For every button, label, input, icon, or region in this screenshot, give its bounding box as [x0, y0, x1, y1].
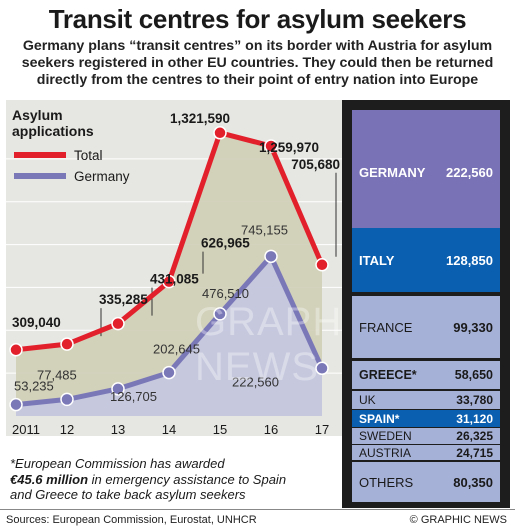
country-bar-germany: GERMANY 222,560 — [352, 110, 500, 234]
chart-title-line1: Asylum — [12, 107, 63, 123]
germany-label-12: 77,485 — [37, 367, 77, 382]
total-points — [9, 126, 329, 357]
x-tick-12: 12 — [60, 422, 74, 436]
country-bar-france: FRANCE 99,330 — [352, 296, 500, 358]
total-point-14 — [162, 274, 176, 289]
germany-point-13 — [111, 382, 125, 396]
total-point-17 — [315, 258, 329, 272]
country-value: 222,560 — [446, 164, 493, 180]
country-value: 128,850 — [446, 252, 493, 268]
note-line-2: €45.6 million in emergency assistance to… — [10, 472, 340, 488]
total-label-16: 1,259,970 — [259, 140, 319, 155]
total-point-15 — [213, 126, 227, 140]
x-axis-ticks: 2011 12 13 14 15 16 17 — [12, 422, 329, 436]
country-name: ITALY — [359, 252, 395, 268]
footer-divider — [0, 509, 515, 510]
legend-total-label: Total — [74, 148, 103, 163]
x-tick-13: 13 — [111, 422, 125, 436]
page-subtitle: Germany plans “transit centres” on its b… — [21, 38, 494, 88]
total-label-12: 335,285 — [99, 292, 148, 307]
country-name: UK — [359, 393, 376, 407]
total-label-15: 1,321,590 — [170, 111, 230, 126]
note-line-2-rest: in emergency assistance to Spain — [88, 471, 287, 487]
country-value: 58,650 — [454, 368, 493, 382]
x-tick-15: 15 — [213, 422, 227, 436]
country-value: 31,120 — [456, 411, 493, 426]
country-bar-uk: UK 33,780 — [352, 391, 500, 409]
credit: © GRAPHIC NEWS — [409, 514, 507, 526]
germany-area — [16, 256, 322, 416]
country-value: 33,780 — [456, 393, 493, 407]
country-bar-italy: ITALY 128,850 — [352, 228, 500, 292]
country-name: AUSTRIA — [359, 445, 412, 460]
country-name: SPAIN* — [359, 411, 400, 426]
x-tick-14: 14 — [162, 422, 176, 436]
legend-germany-label: Germany — [74, 169, 130, 184]
country-value: 26,325 — [456, 429, 493, 443]
country-bar-others: OTHERS 80,350 — [352, 462, 500, 502]
germany-point-12 — [60, 392, 74, 407]
germany-point-14 — [162, 365, 176, 380]
note-line-3: and Greece to take back asylum seekers — [10, 487, 246, 502]
country-bar-sweden: SWEDEN 26,325 — [352, 428, 500, 444]
page-title: Transit centres for asylum seekers — [48, 4, 467, 34]
funding-note: *European Commission has awarded €45.6 m… — [10, 456, 340, 503]
country-value: 99,330 — [453, 319, 493, 335]
total-point-13 — [111, 316, 125, 331]
total-point-2011 — [9, 343, 23, 357]
country-value: 24,715 — [456, 445, 493, 460]
germany-label-15: 476,510 — [202, 286, 249, 301]
chart-title-line2: applications — [12, 123, 94, 139]
label-leaders — [100, 172, 337, 337]
country-name: SWEDEN — [359, 429, 412, 443]
country-name: GREECE* — [359, 368, 417, 382]
germany-label-17: 222,560 — [232, 374, 279, 389]
country-value: 80,350 — [453, 474, 493, 490]
germany-points — [9, 249, 329, 412]
note-amount: €45.6 million — [10, 471, 89, 487]
germany-point-15 — [213, 307, 227, 321]
total-label-17: 705,680 — [291, 157, 340, 172]
country-bar-greece: GREECE* 58,650 — [352, 361, 500, 389]
x-tick-16: 16 — [264, 422, 278, 436]
germany-label-2011: 53,235 — [14, 379, 54, 394]
country-breakdown-panel: GERMANY 222,560 ITALY 128,850 FRANCE 99,330 GR… — [342, 100, 510, 508]
germany-point-17 — [315, 361, 329, 376]
germany-label-14: 202,645 — [153, 342, 200, 357]
note-line-1: *European Commission has awarded — [10, 456, 225, 471]
total-label-14: 626,965 — [201, 236, 250, 251]
country-name: FRANCE — [359, 319, 413, 335]
germany-label-13: 126,705 — [110, 389, 157, 404]
total-point-16 — [264, 139, 278, 153]
total-label-2011: 309,040 — [12, 315, 61, 330]
total-label-13: 431,085 — [150, 272, 199, 287]
country-bar-austria: AUSTRIA 24,715 — [352, 445, 500, 460]
x-tick-2011: 2011 — [12, 422, 40, 436]
country-name: OTHERS — [359, 474, 414, 490]
country-name: GERMANY — [359, 164, 426, 180]
germany-point-16 — [264, 249, 278, 264]
total-point-12 — [60, 337, 74, 351]
germany-point-2011 — [9, 397, 23, 412]
country-bar-spain: SPAIN* 31,120 — [352, 410, 500, 427]
sources: Sources: European Commission, Eurostat, … — [6, 514, 257, 526]
x-tick-17: 17 — [315, 422, 329, 436]
germany-label-16: 745,155 — [241, 222, 288, 237]
